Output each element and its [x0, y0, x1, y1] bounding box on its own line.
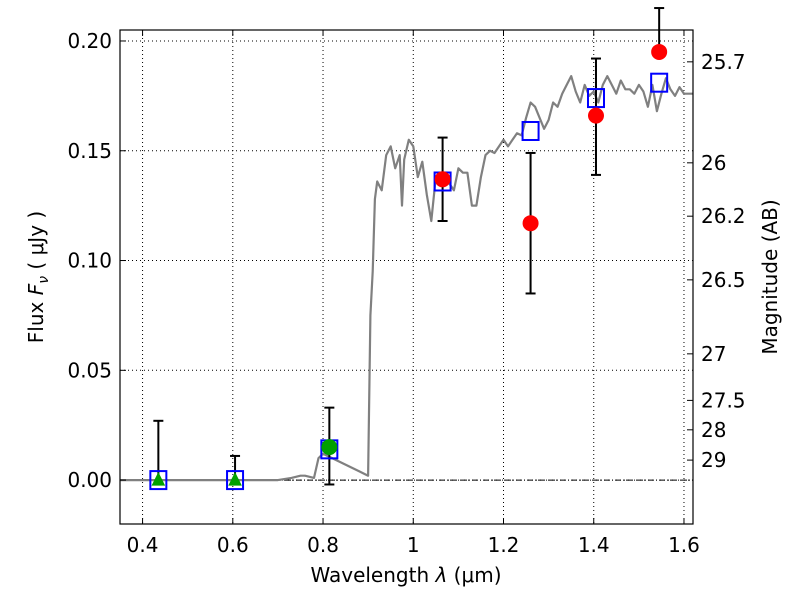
photometry-square-marker	[650, 72, 669, 93]
y-tick-label: 0.15	[67, 139, 112, 163]
axes: 0.4 0.6 0.8 1 1.2 1.4 1.6 0.00 0.05 0.10 0.15 0.20 2…	[67, 29, 745, 557]
upper-limit-triangle-marker	[151, 471, 166, 486]
y2-tick-label: 29	[701, 448, 726, 472]
measurement-circle-marker	[434, 171, 451, 188]
x-axis-title: Wavelength λ (μm)	[310, 563, 501, 587]
measurement-circle-marker	[321, 439, 338, 456]
y2-tick-label: 25.7	[701, 50, 746, 74]
y-tick-label: 0.10	[67, 249, 112, 273]
error-bars	[153, 7, 665, 486]
y2-tick-label: 27	[701, 342, 726, 366]
y-tick-label: 0.00	[67, 468, 112, 492]
x-tick-label: 0.6	[217, 533, 249, 557]
y-tick-label: 0.20	[67, 29, 112, 53]
x-tick-label: 0.4	[127, 533, 159, 557]
measurement-circle-marker	[522, 215, 539, 232]
model-spectrum	[120, 74, 693, 482]
data-markers	[149, 43, 669, 491]
y2-tick-label: 27.5	[701, 388, 746, 412]
photometry-square-marker	[149, 470, 168, 491]
model-spectrum-line	[120, 74, 693, 482]
photometry-square-marker	[586, 88, 605, 109]
measurement-circle-marker	[651, 43, 668, 60]
photometry-square-marker	[226, 470, 245, 491]
y-axis-title: Flux Fν ( μJy )	[24, 211, 52, 343]
y-tick-label: 0.05	[67, 358, 112, 382]
y2-tick-label: 28	[701, 418, 726, 442]
x-tick-label: 0.8	[307, 533, 339, 557]
y2-tick-label: 26.2	[701, 204, 746, 228]
grid	[120, 30, 693, 524]
y2-tick-label: 26	[701, 151, 726, 175]
y2-axis-title: Magnitude (AB)	[758, 199, 782, 354]
x-tick-label: 1	[407, 533, 420, 557]
x-tick-label: 1.2	[488, 533, 520, 557]
measurement-circle-marker	[587, 107, 604, 124]
x-tick-label: 1.4	[578, 533, 610, 557]
x-tick-label: 1.6	[668, 533, 700, 557]
y2-tick-label: 26.5	[701, 268, 746, 292]
plot-frame	[119, 29, 694, 525]
photometry-square-marker	[521, 120, 540, 141]
upper-limit-triangle-marker	[228, 471, 242, 486]
